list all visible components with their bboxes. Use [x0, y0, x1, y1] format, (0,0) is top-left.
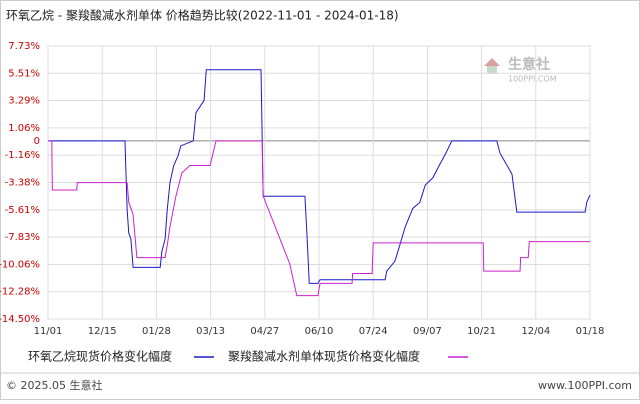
watermark: 生意社 — [508, 56, 550, 73]
legend-label: 环氧乙烷现货价格变化幅度 — [28, 349, 172, 364]
footer-left: © 2025.05 生意社 — [6, 378, 102, 392]
x-tick-label: 07/24 — [359, 326, 388, 337]
y-tick-label: 5.51% — [8, 68, 40, 79]
y-tick-label: -14.50% — [0, 314, 40, 325]
x-tick-label: 09/07 — [413, 326, 442, 337]
y-tick-label: -3.38% — [5, 177, 40, 188]
x-tick-label: 04/27 — [250, 326, 279, 337]
y-tick-label: 7.73% — [8, 41, 40, 52]
y-tick-label: 3.29% — [8, 96, 40, 107]
x-tick-label: 11/01 — [34, 326, 63, 337]
x-tick-label: 12/15 — [88, 326, 117, 337]
x-tick-label: 10/21 — [467, 326, 496, 337]
y-tick-label: -7.83% — [5, 232, 40, 243]
x-tick-label: 12/04 — [521, 326, 550, 337]
series-line — [48, 69, 591, 284]
series-line — [48, 140, 590, 297]
chart-title: 环氧乙烷 - 聚羧酸减水剂单体 价格趋势比较(2022-11-01 - 2024… — [6, 8, 399, 23]
y-tick-label: -1.16% — [5, 150, 40, 161]
y-tick-label: 0 — [34, 136, 40, 147]
legend-label: 聚羧酸减水剂单体现货价格变化幅度 — [228, 349, 420, 364]
x-tick-label: 06/10 — [305, 326, 334, 337]
footer-right: www.100PPI.com — [538, 379, 632, 392]
x-tick-label: 03/13 — [196, 326, 225, 337]
y-tick-label: -10.06% — [0, 259, 40, 270]
y-tick-label: -12.28% — [0, 287, 40, 298]
y-tick-label: -5.61% — [5, 205, 40, 216]
watermark-url: 100PPI.COM — [508, 75, 557, 84]
y-tick-label: 1.06% — [8, 123, 40, 134]
x-tick-label: 01/18 — [576, 326, 605, 337]
x-tick-label: 01/28 — [142, 326, 171, 337]
watermark-logo — [484, 58, 500, 74]
